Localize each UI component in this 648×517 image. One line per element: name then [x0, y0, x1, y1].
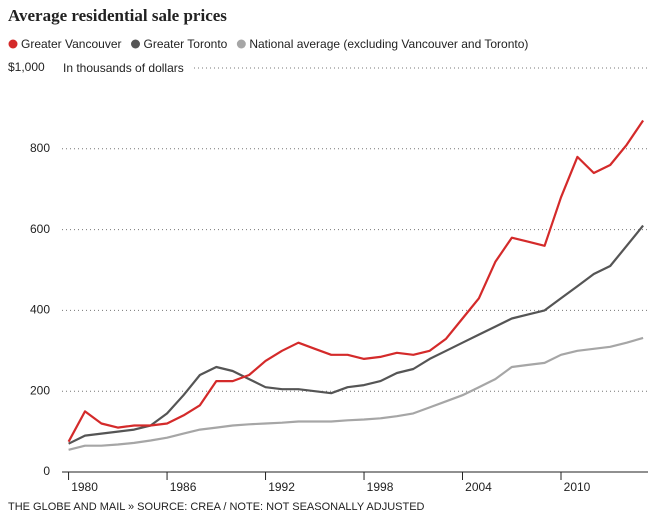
series-line [68, 336, 644, 451]
x-tick-label: 2010 [564, 480, 591, 494]
y-tick-label: 0 [43, 464, 50, 478]
legend-swatch [236, 39, 246, 49]
annotation: In thousands of dollars [63, 61, 184, 75]
y-tick-label: $1,000 [8, 60, 45, 74]
legend-swatch [8, 39, 18, 49]
x-tick-label: 1998 [367, 480, 394, 494]
legend-label: National average (excluding Vancouver an… [249, 37, 528, 51]
series-line [68, 224, 644, 445]
legend-swatch [131, 39, 140, 49]
y-tick-label: 200 [30, 383, 50, 397]
y-tick-label: 600 [30, 222, 50, 236]
source: THE GLOBE AND MAIL » SOURCE: CREA / NOTE… [8, 501, 425, 513]
legend-label: Greater Toronto [144, 37, 228, 51]
annotation-bg [60, 60, 192, 76]
grid [62, 67, 648, 392]
x-tick-label: 1986 [170, 480, 197, 494]
legend: Greater Vancouver Greater Toronto National… [8, 37, 528, 51]
x-tick-label: 1992 [268, 480, 295, 494]
legend-label: Greater Vancouver [21, 37, 122, 51]
y-tick-label: 800 [30, 141, 50, 155]
chart-title: Average residential sale prices [8, 6, 227, 25]
x-tick-label: 1980 [71, 480, 98, 494]
y-tick-label: 400 [30, 303, 50, 317]
x-tick-label: 2004 [465, 480, 492, 494]
series-line [67, 119, 645, 443]
